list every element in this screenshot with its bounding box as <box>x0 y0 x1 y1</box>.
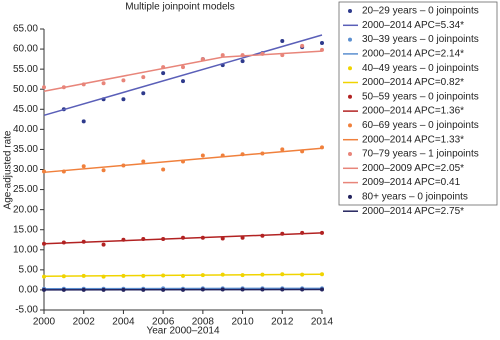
data-point <box>161 167 166 172</box>
y-tick-label: 0.00 <box>19 285 39 296</box>
legend-marker <box>348 194 352 199</box>
x-tick-label: 2006 <box>152 317 175 328</box>
chart-title: Multiple joinpoint models <box>125 2 235 13</box>
legend-label: 60–69 years – 0 joinpoints <box>362 120 479 131</box>
legend-marker <box>348 9 352 13</box>
y-tick-label: 10.00 <box>13 244 38 255</box>
legend-label: 2000–2014 APC=2.75* <box>362 206 464 217</box>
data-point <box>240 59 245 64</box>
y-tick-label: 20.00 <box>13 204 38 215</box>
data-point <box>42 85 46 90</box>
y-axis-label: Age-adjusted rate <box>3 130 14 209</box>
data-point <box>280 147 285 152</box>
y-tick-label: 15.00 <box>13 224 38 235</box>
data-point <box>181 79 185 84</box>
legend-label: 2000–2014 APC=0.82* <box>362 77 464 88</box>
x-tick-label: 2008 <box>192 317 215 328</box>
data-point <box>300 43 305 48</box>
fit-line <box>43 147 323 174</box>
fit-line <box>43 273 323 278</box>
legend-label: 30–39 years – 0 joinpoints <box>362 34 479 45</box>
data-point <box>200 153 205 158</box>
data-point <box>181 65 185 70</box>
data-point <box>101 168 106 173</box>
legend-marker <box>348 123 352 128</box>
data-point <box>121 78 126 83</box>
fit-line <box>43 232 323 245</box>
legend-label: 2000–2014 APC=5.34* <box>362 20 464 31</box>
y-tick-label: 65.00 <box>13 24 38 35</box>
x-tick-label: 2014 <box>311 317 334 328</box>
y-tick-label: 40.00 <box>13 124 38 135</box>
data-point <box>101 242 106 247</box>
y-tick-label: 45.00 <box>13 104 38 115</box>
data-point <box>220 53 225 58</box>
x-tick-label: 2002 <box>73 317 96 328</box>
data-point <box>320 41 324 46</box>
x-tick-label: 2000 <box>33 317 56 328</box>
data-point <box>81 119 86 124</box>
fit-line <box>222 50 323 58</box>
data-point <box>101 81 106 86</box>
legend-label: 50–59 years – 0 joinpoints <box>362 91 479 102</box>
fit-line <box>43 56 223 92</box>
data-point <box>141 91 146 96</box>
x-tick-label: 2010 <box>231 317 254 328</box>
legend-marker <box>348 94 352 99</box>
y-tick-label: 35.00 <box>13 144 38 155</box>
legend-box <box>338 1 498 206</box>
data-point <box>280 39 285 44</box>
y-tick-label: 50.00 <box>13 84 38 95</box>
legend-label: 2000–2014 APC=2.14* <box>362 49 464 60</box>
legend-marker <box>348 66 352 71</box>
legend-label: 80+ years – 0 joinpoints <box>362 192 468 203</box>
legend-label: 40–49 years – 0 joinpoints <box>362 63 479 74</box>
y-tick-label: 25.00 <box>13 184 38 195</box>
legend-label: 70–79 years – 1 joinpoints <box>362 149 479 160</box>
data-point <box>141 75 146 80</box>
data-point <box>121 97 126 102</box>
legend-marker <box>348 152 352 156</box>
legend-label: 20–29 years – 0 joinpoints <box>362 6 479 17</box>
y-tick-label: 55.00 <box>13 64 38 75</box>
legend-marker <box>348 37 352 42</box>
legend-label: 2000–2009 APC=2.05* <box>362 163 464 174</box>
data-point <box>161 71 166 76</box>
y-tick-label: -5.00 <box>15 305 38 316</box>
y-tick-label: 30.00 <box>13 164 38 175</box>
legend-label: 2000–2014 APC=1.36* <box>362 106 464 117</box>
x-axis-label: Year 2000–2014 <box>146 326 219 337</box>
legend-label: 2000–2014 APC=1.33* <box>362 134 464 145</box>
y-tick-label: 60.00 <box>13 44 38 55</box>
y-tick-label: 5.00 <box>19 264 39 275</box>
fit-line <box>43 34 323 117</box>
data-point <box>141 159 146 164</box>
legend-label: 2009–2014 APC=0.41 <box>362 177 461 188</box>
x-tick-label: 2012 <box>271 317 294 328</box>
x-tick-label: 2004 <box>112 317 135 328</box>
data-point <box>81 164 86 169</box>
